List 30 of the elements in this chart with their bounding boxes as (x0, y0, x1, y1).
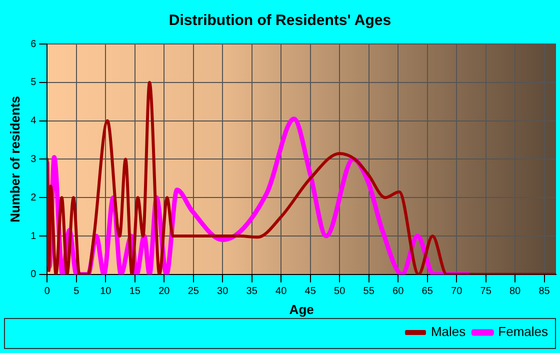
x-axis-title: Age (289, 302, 314, 317)
y-tick-label: 0 (30, 269, 37, 280)
legend-label: Females (498, 324, 548, 340)
y-tick-label: 4 (30, 116, 37, 127)
y-tick-label: 5 (30, 77, 37, 88)
x-tick-label: 85 (538, 286, 550, 298)
x-tick-label: 65 (422, 286, 434, 298)
x-tick-label: 55 (363, 286, 375, 298)
x-tick-label: 80 (509, 286, 522, 298)
x-tick-label: 35 (246, 286, 258, 298)
y-tick-label: 6 (30, 38, 37, 50)
x-tick-label: 30 (217, 286, 229, 298)
x-tick-label: 70 (451, 286, 463, 298)
x-tick-label: 25 (188, 286, 200, 298)
x-tick-label: 50 (334, 286, 346, 298)
y-tick-label: 2 (30, 192, 37, 204)
x-tick-label: 75 (480, 286, 492, 298)
legend-label: Males (430, 324, 466, 340)
x-tick-label: 15 (129, 286, 141, 298)
y-axis-title: Number of residents (7, 96, 22, 222)
chart-title: Distribution of Residents' Ages (168, 12, 392, 30)
x-tick-label: 20 (158, 286, 170, 298)
y-tick-label: 3 (30, 154, 37, 165)
x-tick-label: 60 (392, 286, 404, 298)
y-tick-label: 1 (30, 230, 37, 242)
x-tick-label: 10 (100, 286, 112, 298)
x-tick-label: 5 (74, 286, 80, 298)
x-tick-label: 0 (44, 286, 50, 298)
x-tick-label: 45 (304, 286, 316, 298)
x-tick-label: 40 (276, 286, 288, 298)
